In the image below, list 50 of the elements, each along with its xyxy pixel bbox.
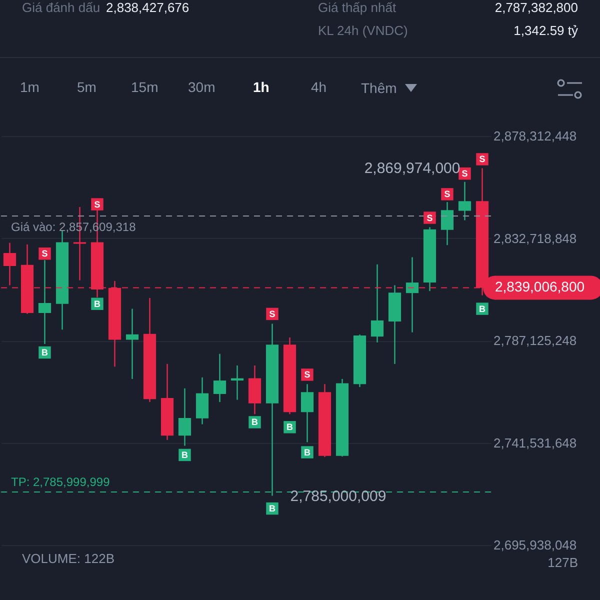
annotation: 2,785,000,009 xyxy=(290,488,386,505)
y-tick-label: 2,787,125,248 xyxy=(494,333,577,348)
text: 4h xyxy=(311,79,327,95)
y-tick-label: 2,832,718,848 xyxy=(494,230,577,246)
data-label: B xyxy=(94,298,101,309)
candlestick xyxy=(370,264,384,344)
text: KL 24h (VNDC) xyxy=(318,23,408,39)
candlestick xyxy=(126,308,139,380)
candlestick xyxy=(458,181,472,221)
text: 2,839,006,800 xyxy=(495,278,585,295)
data-label: B xyxy=(42,347,48,358)
data-label: S xyxy=(479,154,486,164)
data-label: B xyxy=(479,304,486,314)
data-label: S xyxy=(444,189,450,200)
candlestick xyxy=(38,260,52,345)
y-tick-label: 2,695,938,048 xyxy=(494,538,577,552)
data-label: S xyxy=(42,248,48,259)
text: 2,787,382,800 xyxy=(494,0,578,16)
data-label: S xyxy=(94,199,100,210)
candlestick xyxy=(3,242,16,286)
annotation: 2,869,974,000 xyxy=(364,160,460,178)
text: 127B xyxy=(548,555,578,571)
data-label: B xyxy=(304,447,311,458)
candlestick xyxy=(213,353,226,403)
data-label: S xyxy=(426,212,433,223)
text: Giá đánh dấu xyxy=(22,0,100,16)
candlestick xyxy=(406,256,419,333)
candlestick xyxy=(178,388,192,446)
text: 1m xyxy=(20,79,40,95)
text: 1h xyxy=(253,79,270,95)
text: Thêm xyxy=(361,80,397,96)
data-label: B xyxy=(286,422,294,432)
data-label: S xyxy=(269,308,276,319)
data-label: S xyxy=(462,168,468,179)
data-label: S xyxy=(304,370,310,380)
text: 15m xyxy=(131,79,158,95)
candlestick xyxy=(440,201,454,246)
text: 5m xyxy=(77,79,96,95)
text: Giá thấp nhất xyxy=(318,0,396,16)
data-label: B xyxy=(252,417,258,428)
text: 2,838,427,676 xyxy=(106,0,190,16)
text: 30m xyxy=(188,79,216,95)
y-tick-label: 2,741,531,648 xyxy=(494,435,577,450)
data-label: B xyxy=(182,450,188,460)
candlestick xyxy=(300,384,314,443)
text: 1,342.59 tỷ xyxy=(514,23,578,39)
data-label: B xyxy=(269,504,276,514)
annotation: TP: 2,785,999,999 xyxy=(11,474,110,489)
text: VOLUME: 122B xyxy=(22,551,114,567)
y-tick-label: 2,878,312,448 xyxy=(494,128,577,144)
